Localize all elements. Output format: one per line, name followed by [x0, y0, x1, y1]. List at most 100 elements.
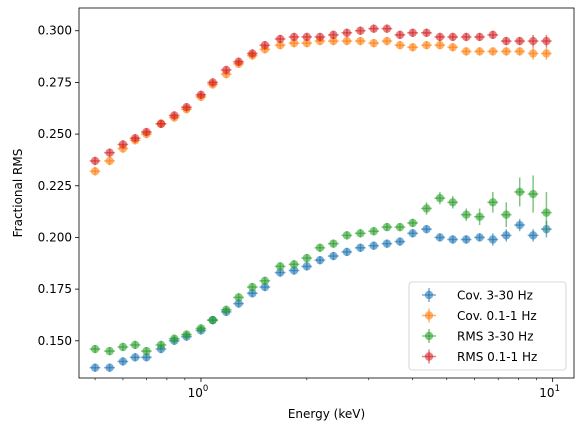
data-point: [329, 239, 338, 248]
data-point: [90, 167, 100, 176]
data-point: [382, 24, 392, 33]
data-point: [342, 231, 352, 240]
data-point: [488, 235, 498, 244]
data-point: [515, 36, 524, 46]
legend-marker: [424, 311, 434, 320]
y-tick-label: 0.300: [38, 24, 72, 38]
data-point: [448, 235, 457, 244]
data-point: [260, 276, 270, 286]
data-point: [248, 49, 257, 58]
data-point: [315, 255, 325, 265]
data-point: [342, 36, 352, 46]
data-point: [260, 282, 270, 292]
data-point: [515, 47, 524, 56]
data-point: [142, 353, 151, 362]
data-point: [435, 193, 445, 203]
data-point: [356, 229, 365, 238]
data-point: [382, 36, 392, 46]
data-point: [208, 78, 217, 87]
data-point: [422, 204, 431, 213]
data-point: [302, 262, 312, 271]
y-tick-label: 0.250: [38, 127, 72, 141]
y-tick-label: 0.150: [38, 334, 72, 348]
data-point: [408, 28, 417, 38]
data-point: [105, 148, 114, 157]
data-point: [342, 247, 352, 257]
data-point: [248, 282, 257, 292]
data-point: [369, 24, 378, 33]
data-point: [105, 156, 114, 166]
data-point: [234, 293, 243, 302]
data-point: [260, 41, 270, 50]
legend-box: [408, 281, 567, 371]
series-4: [89, 24, 552, 166]
legend-item: Cov. 3-30 Hz: [422, 288, 533, 303]
data-point: [142, 127, 151, 137]
data-point: [382, 239, 392, 248]
data-point: [435, 32, 445, 42]
data-point: [462, 235, 471, 244]
data-point: [276, 41, 285, 50]
data-point: [369, 38, 378, 48]
data-point: [528, 36, 538, 46]
data-point: [515, 187, 524, 197]
legend-marker: [424, 331, 434, 341]
legend-marker: [424, 290, 434, 300]
data-point: [289, 38, 299, 48]
legend-label: Cov. 3-30 Hz: [457, 289, 533, 303]
data-point: [276, 268, 285, 277]
data-point: [422, 41, 431, 50]
data-point: [156, 119, 166, 128]
y-tick-label: 0.175: [38, 282, 72, 296]
data-point: [182, 330, 191, 339]
data-point: [542, 208, 551, 217]
data-point: [130, 134, 140, 143]
data-point: [142, 346, 151, 356]
data-point: [408, 218, 417, 228]
data-point: [369, 227, 378, 236]
data-point: [475, 32, 484, 42]
data-point: [170, 111, 179, 120]
data-point: [182, 103, 191, 112]
marks-layer: [89, 24, 552, 372]
data-point: [542, 36, 551, 46]
data-point: [475, 233, 484, 242]
data-point: [475, 47, 484, 56]
series-2: [89, 36, 552, 176]
data-point: [462, 32, 471, 42]
data-point: [118, 342, 128, 352]
data-point: [542, 49, 551, 58]
data-point: [222, 65, 231, 75]
data-point: [528, 189, 538, 199]
data-point: [118, 140, 128, 149]
data-point: [130, 353, 140, 362]
data-point: [276, 262, 285, 271]
data-point: [356, 36, 365, 46]
data-point: [208, 315, 217, 325]
data-point: [488, 198, 498, 207]
data-point: [395, 30, 405, 40]
data-point: [90, 363, 100, 372]
data-point: [170, 334, 179, 343]
data-point: [528, 231, 538, 240]
data-point: [342, 28, 352, 38]
data-point: [118, 357, 128, 366]
data-point: [329, 36, 338, 46]
data-point: [276, 34, 285, 44]
data-point: [395, 237, 405, 246]
legend-label: RMS 3-30 Hz: [457, 330, 534, 344]
data-point: [329, 30, 338, 40]
axes-frame: [78, 7, 575, 379]
data-point: [422, 224, 431, 234]
legend-marker: [424, 352, 434, 361]
legend-label: Cov. 0.1-1 Hz: [457, 309, 537, 323]
data-point: [90, 156, 100, 166]
data-point: [448, 32, 457, 42]
y-tick-label: 0.225: [38, 179, 72, 193]
data-point: [356, 243, 365, 252]
data-point: [302, 253, 312, 263]
data-point: [395, 222, 405, 232]
data-point: [488, 47, 498, 56]
data-point: [222, 305, 231, 314]
data-point: [488, 30, 498, 40]
